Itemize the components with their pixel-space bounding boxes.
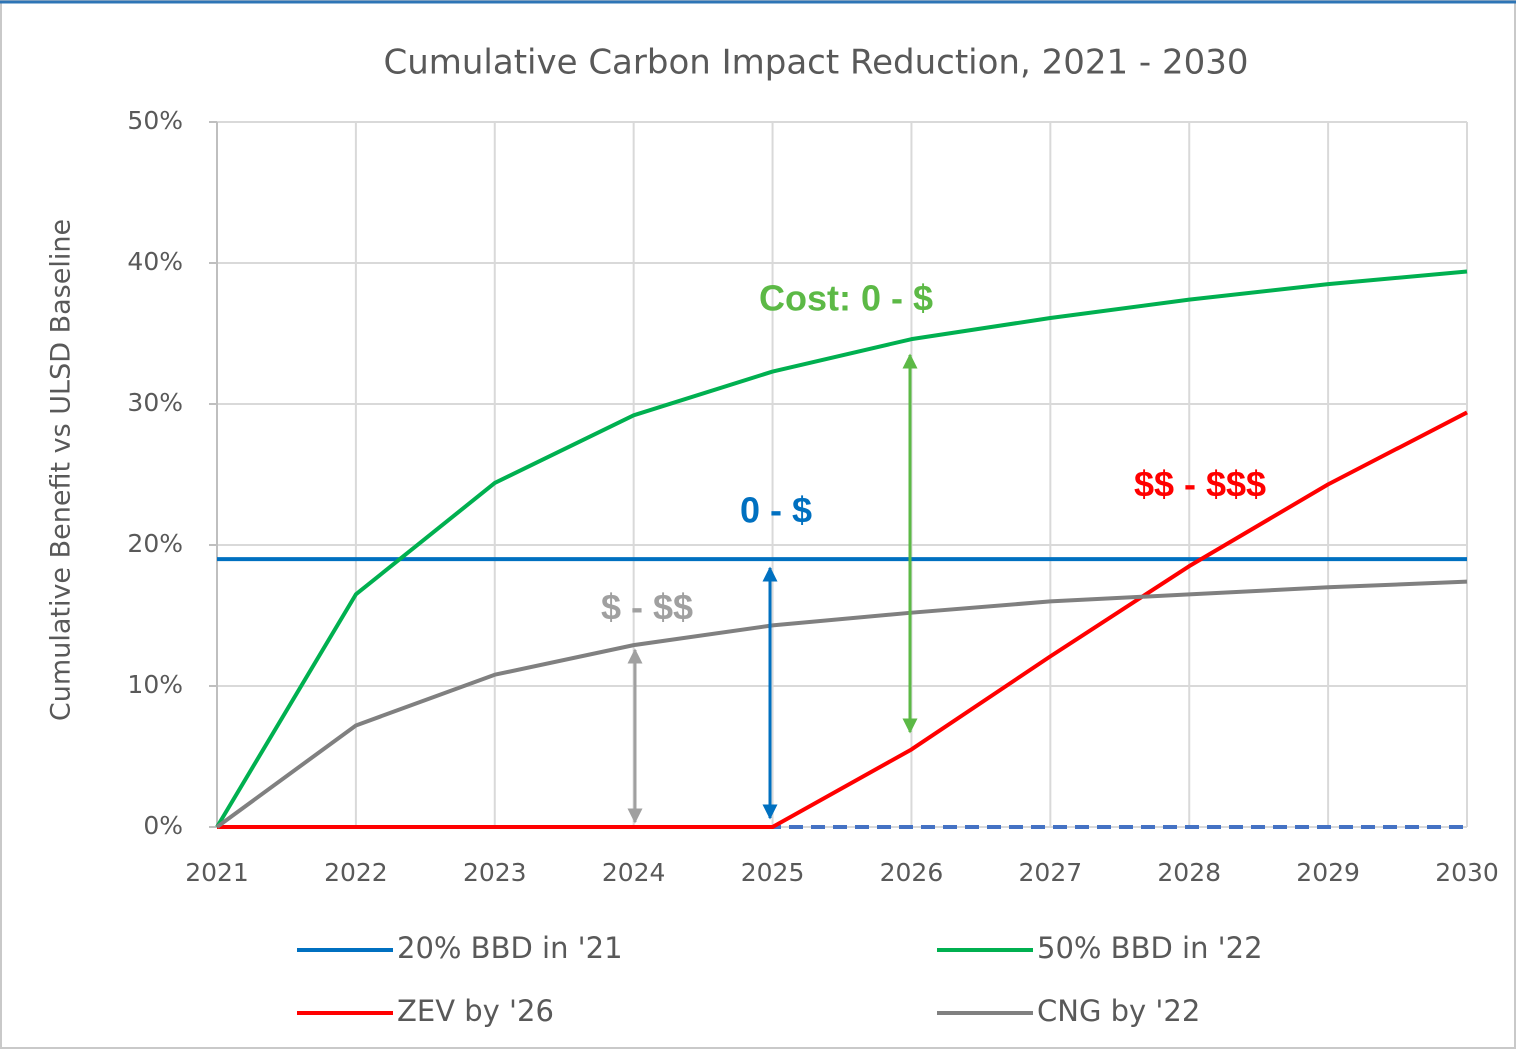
legend-label: 20% BBD in '21 <box>397 931 623 965</box>
series-line <box>215 579 1468 829</box>
legend-label: CNG by '22 <box>1037 994 1200 1028</box>
legend-label: ZEV by '26 <box>397 994 554 1028</box>
annotation: Cost: 0 - $ <box>759 278 933 319</box>
plot <box>215 269 1468 829</box>
y-tick-label: 40% <box>127 247 183 276</box>
x-tick-label: 2022 <box>324 858 388 887</box>
y-tick-label: 10% <box>127 670 183 699</box>
x-tick-label: 2023 <box>463 858 527 887</box>
legend-label: 50% BBD in '22 <box>1037 931 1263 965</box>
annotation: $ - $$ <box>601 587 693 628</box>
x-tick-label: 2030 <box>1435 858 1499 887</box>
x-tick-label: 2021 <box>185 858 249 887</box>
series-line <box>217 410 1468 829</box>
x-tick-label: 2025 <box>741 858 805 887</box>
y-tick-label: 50% <box>127 106 183 135</box>
annotation: 0 - $ <box>740 490 812 531</box>
y-tick-label: 20% <box>127 529 183 558</box>
x-tick-label: 2026 <box>880 858 944 887</box>
annotation: $$ - $$$ <box>1134 464 1266 505</box>
y-tick-label: 30% <box>127 388 183 417</box>
y-tick-label: 0% <box>143 811 183 840</box>
x-tick-label: 2028 <box>1157 858 1221 887</box>
series-line <box>215 269 1468 829</box>
grid: 0% 10% 20% 30% 40% 50% 2021 2022 2023 2024 2025 202… <box>127 106 1498 887</box>
x-tick-label: 2029 <box>1296 858 1360 887</box>
y-axis-title: Cumulative Benefit vs ULSD Baseline <box>46 219 77 721</box>
x-tick-label: 2027 <box>1019 858 1083 887</box>
x-tick-label: 2024 <box>602 858 666 887</box>
chart-title: Cumulative Carbon Impact Reduction, 2021… <box>383 43 1248 83</box>
